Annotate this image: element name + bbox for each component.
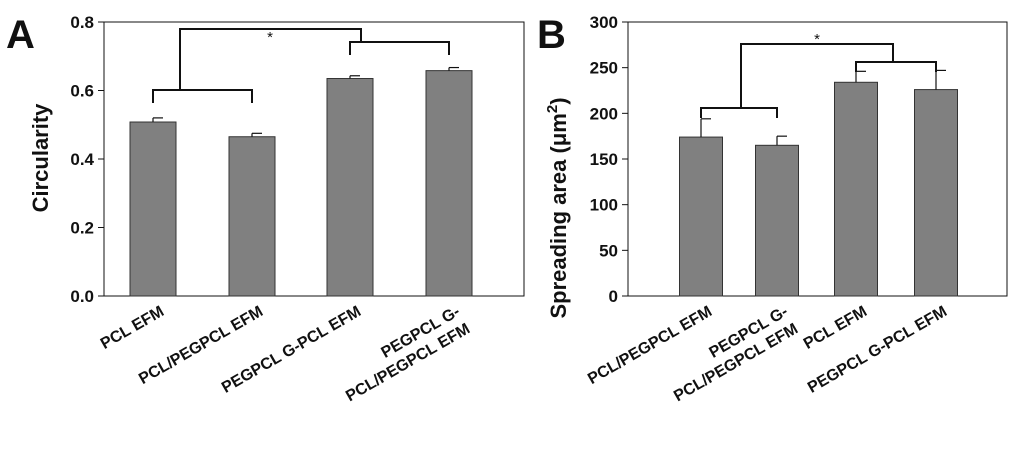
significance-star-a: *	[267, 29, 273, 46]
bars-a	[129, 66, 473, 297]
y-tick-label: 0.2	[70, 219, 94, 238]
bar	[834, 81, 878, 297]
bracket-between-groups-a	[179, 28, 362, 90]
bracket-pegpcl-pair	[349, 41, 450, 55]
y-axis-title-b-superscript: 2	[544, 105, 561, 113]
y-tick-label: 0.8	[70, 13, 94, 32]
bar	[326, 78, 374, 297]
y-tick-label: 150	[590, 150, 618, 169]
y-tick-label: 200	[590, 104, 618, 123]
bracket-between-groups-b	[740, 43, 894, 108]
y-axis-title-b-main: Spreading area (μm	[546, 113, 571, 318]
y-tick-label: 0	[609, 287, 618, 306]
y-axis-a: 0.0 0.2 0.4 0.6 0.8	[70, 13, 104, 306]
y-tick-label: 250	[590, 59, 618, 78]
significance-brackets-a: *	[152, 28, 450, 103]
bar	[228, 136, 276, 297]
panel-letter-b: B	[537, 13, 566, 57]
bar	[914, 89, 958, 297]
y-axis-title-a: Circularity	[28, 103, 53, 213]
significance-star-b: *	[814, 31, 820, 48]
y-axis-title-b: Spreading area (μm2)	[544, 97, 571, 318]
y-tick-label: 50	[599, 241, 618, 260]
bar	[425, 70, 473, 297]
x-tick-label: PEGPCL G-PCL EFM	[805, 303, 950, 397]
y-tick-label: 300	[590, 13, 618, 32]
bracket-pcl-pair	[152, 89, 253, 103]
bar	[129, 121, 177, 297]
y-axis-b: 0 50 100 150 200 250 300	[590, 13, 628, 306]
bracket-pcl-pegpcl-g-pair-b	[855, 61, 937, 72]
panel-letter-a: A	[6, 13, 35, 57]
x-tick-label: PCL EFM	[98, 303, 167, 353]
bar	[679, 136, 723, 297]
chart-panel-a: A Circularity 0.0 0.2 0.4 0.6 0.8 * PCL EFMP…	[6, 13, 525, 405]
chart-panel-b: B Spreading area (μm2) 0 50 100 150 200 250 30…	[537, 13, 1008, 405]
y-tick-label: 100	[590, 196, 618, 215]
x-tick-label: PCL/PEGPCL EFM	[585, 303, 715, 388]
significance-brackets-b: *	[700, 31, 937, 118]
y-tick-label: 0.6	[70, 82, 94, 101]
bars-b	[679, 69, 958, 297]
bracket-pcl-pegpcl-pair-b	[700, 107, 778, 118]
y-tick-label: 0.0	[70, 287, 94, 306]
x-tick-label: PCL EFM	[801, 303, 870, 353]
bar	[755, 144, 799, 297]
y-tick-label: 0.4	[70, 150, 94, 169]
y-axis-title-b-close: )	[546, 97, 571, 104]
